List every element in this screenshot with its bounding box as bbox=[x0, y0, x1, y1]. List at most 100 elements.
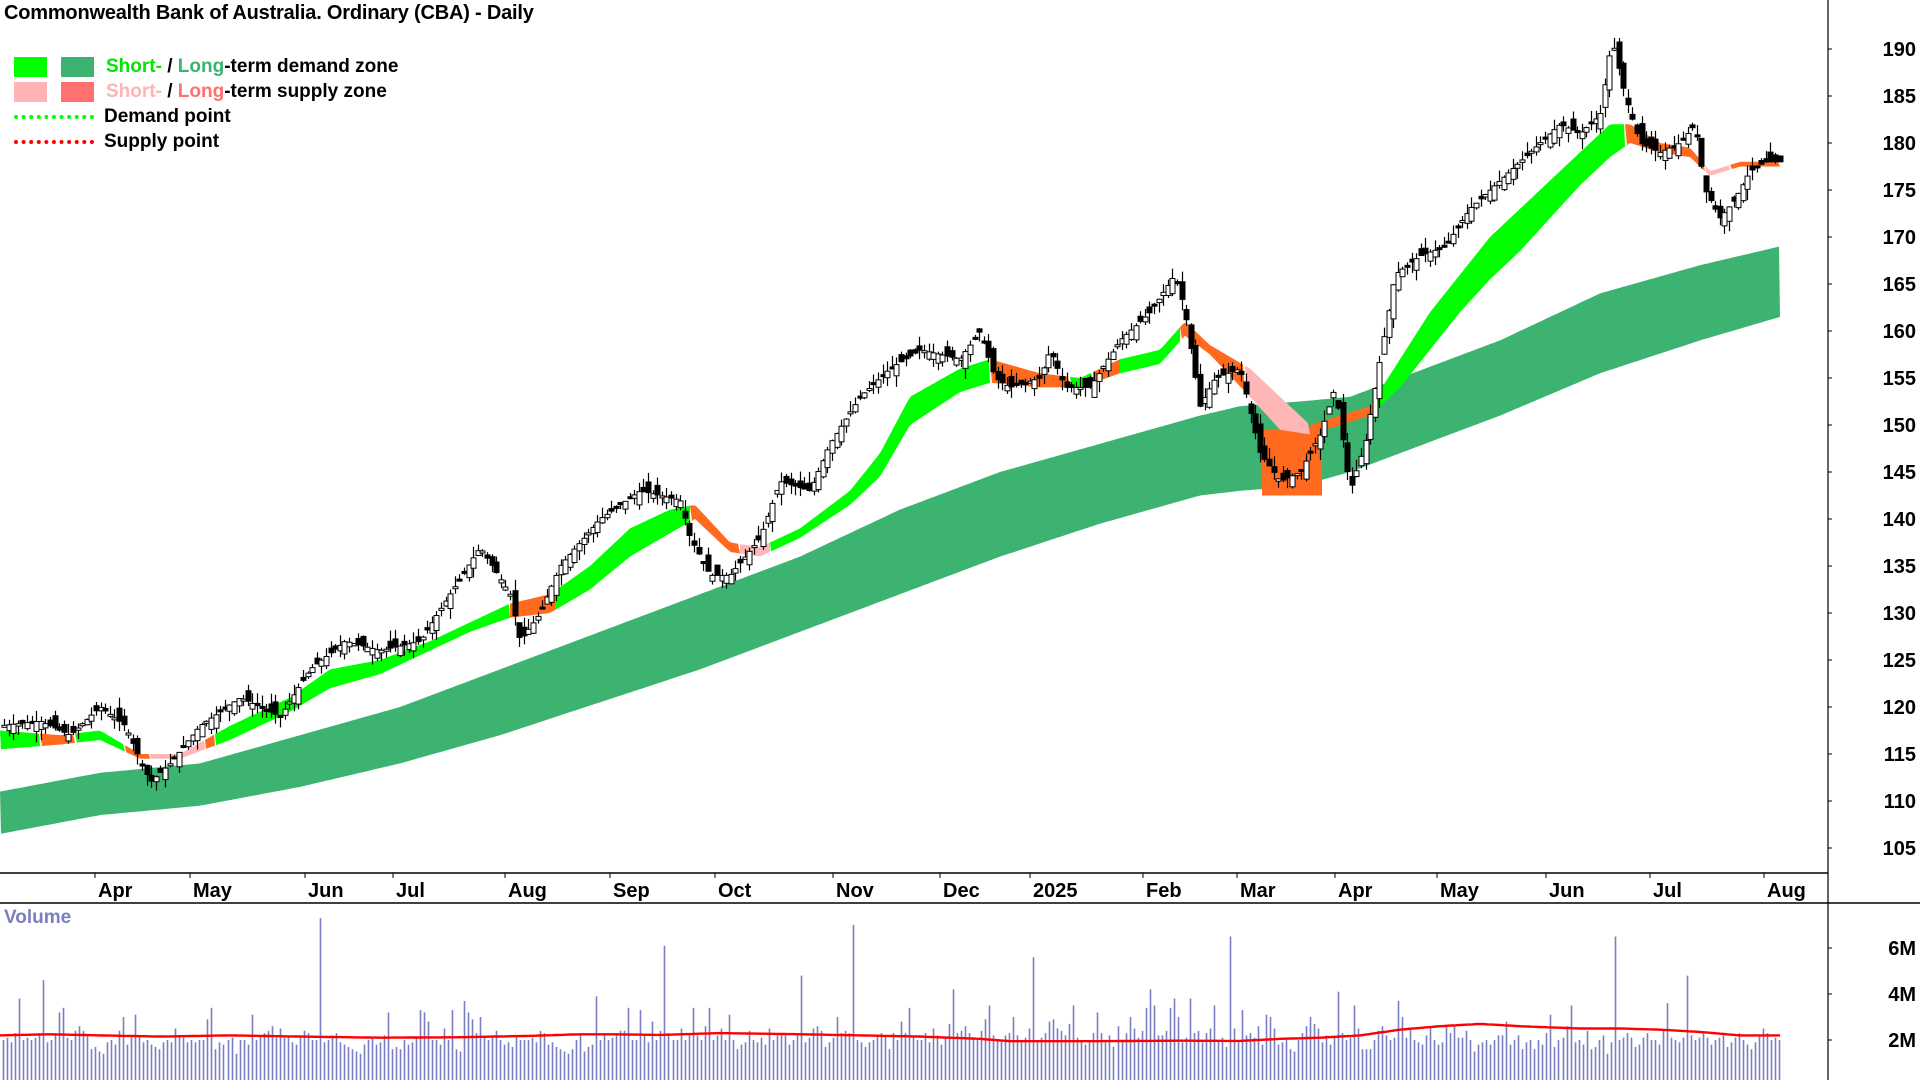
candle-up bbox=[1427, 251, 1434, 262]
volume-bars bbox=[2, 918, 1781, 1080]
candle-up bbox=[33, 721, 40, 732]
candle-up bbox=[847, 411, 854, 415]
candle-up bbox=[1225, 372, 1232, 384]
candle-up bbox=[374, 649, 381, 659]
candle-up bbox=[1537, 142, 1544, 146]
candle-up bbox=[369, 647, 376, 656]
candle-up bbox=[498, 579, 505, 584]
candle-down bbox=[1777, 155, 1784, 163]
candle-up bbox=[1133, 325, 1140, 341]
price-tick-label: 110 bbox=[1884, 791, 1916, 813]
candle-up bbox=[420, 636, 427, 641]
candle-down bbox=[1192, 344, 1199, 378]
volume-tick-label: 4M bbox=[1888, 984, 1916, 1006]
candle-down bbox=[355, 638, 362, 646]
candle-up bbox=[323, 656, 330, 667]
candle-up bbox=[1091, 380, 1098, 398]
candle-up bbox=[1381, 336, 1388, 355]
candle-up bbox=[962, 351, 969, 369]
candle-down bbox=[1588, 121, 1595, 125]
legend-short-label: Short- bbox=[106, 80, 162, 102]
candle-up bbox=[769, 502, 776, 523]
candle-up bbox=[1073, 386, 1080, 395]
candle-down bbox=[328, 647, 335, 654]
candle-down bbox=[245, 690, 252, 702]
candle-up bbox=[1156, 298, 1163, 304]
candle-down bbox=[134, 737, 141, 755]
candle-up bbox=[728, 573, 735, 585]
legend-long-label: Long bbox=[177, 80, 225, 102]
candle-up bbox=[1514, 163, 1521, 169]
candle-up bbox=[535, 615, 542, 621]
candle-down bbox=[613, 505, 620, 509]
candle-up bbox=[447, 593, 454, 610]
candle-down bbox=[144, 764, 151, 776]
legend-demand-zone: Short- / Long -term demand zone bbox=[14, 54, 398, 79]
candle-up bbox=[778, 481, 785, 495]
candle-up bbox=[167, 763, 174, 767]
candle-up bbox=[185, 740, 192, 748]
price-tick-label: 185 bbox=[1883, 86, 1916, 108]
price-tick-label: 105 bbox=[1883, 838, 1916, 860]
short-demand-swatch bbox=[14, 56, 47, 77]
candle-up bbox=[502, 586, 509, 591]
candle-down bbox=[1307, 450, 1314, 454]
candle-down bbox=[1238, 370, 1245, 376]
candle-down bbox=[272, 701, 279, 715]
candle-up bbox=[1519, 159, 1526, 163]
candle-down bbox=[61, 723, 68, 733]
candle-up bbox=[1031, 379, 1038, 390]
candle-down bbox=[47, 719, 54, 727]
candle-down bbox=[1625, 97, 1632, 106]
price-tick-label: 155 bbox=[1883, 368, 1916, 390]
candle-up bbox=[438, 607, 445, 611]
candle-down bbox=[1266, 458, 1273, 467]
candle-up bbox=[1399, 268, 1406, 278]
candle-up bbox=[1491, 185, 1498, 201]
candle-up bbox=[507, 593, 514, 597]
short-zone-segment bbox=[1325, 401, 1375, 430]
volume-average-path bbox=[0, 1022, 1780, 1043]
volume-average-line bbox=[0, 1022, 1780, 1043]
candle-down bbox=[1570, 118, 1577, 131]
legend-sep: / bbox=[161, 55, 178, 77]
candle-down bbox=[1629, 113, 1636, 120]
candle-up bbox=[309, 667, 316, 674]
candle-up bbox=[1353, 470, 1360, 477]
candle-up bbox=[1505, 172, 1512, 185]
candle-down bbox=[1441, 244, 1448, 248]
candle-up bbox=[1666, 147, 1673, 159]
candle-up bbox=[231, 701, 238, 715]
candle-down bbox=[180, 745, 187, 749]
candle-up bbox=[1363, 439, 1370, 465]
candle-up bbox=[852, 404, 859, 413]
legend-supply-point-label: Supply point bbox=[104, 130, 220, 152]
month-tick-label: Aug bbox=[1767, 880, 1806, 902]
candle-up bbox=[1473, 202, 1480, 209]
candle-up bbox=[1685, 132, 1692, 145]
candle-up bbox=[1556, 124, 1563, 139]
candle-down bbox=[484, 554, 491, 559]
candle-down bbox=[1767, 151, 1774, 163]
candle-down bbox=[1758, 160, 1765, 165]
candle-down bbox=[171, 756, 178, 760]
candle-up bbox=[433, 615, 440, 631]
candle-up bbox=[199, 724, 206, 738]
candle-down bbox=[93, 705, 100, 712]
candle-down bbox=[1404, 264, 1411, 268]
candle-up bbox=[1413, 258, 1420, 271]
candle-down bbox=[392, 638, 399, 648]
short-zone-segment bbox=[150, 740, 205, 759]
candle-down bbox=[1335, 400, 1342, 409]
candle-down bbox=[705, 554, 712, 572]
candle-up bbox=[1740, 184, 1747, 202]
candle-down bbox=[19, 719, 26, 724]
candle-up bbox=[604, 513, 611, 519]
candle-up bbox=[1657, 151, 1664, 158]
price-tick-label: 130 bbox=[1883, 603, 1916, 625]
candle-down bbox=[1455, 225, 1462, 229]
candle-up bbox=[24, 722, 31, 730]
candle-down bbox=[217, 709, 224, 713]
candle-up bbox=[861, 392, 868, 399]
candle-down bbox=[70, 726, 77, 733]
